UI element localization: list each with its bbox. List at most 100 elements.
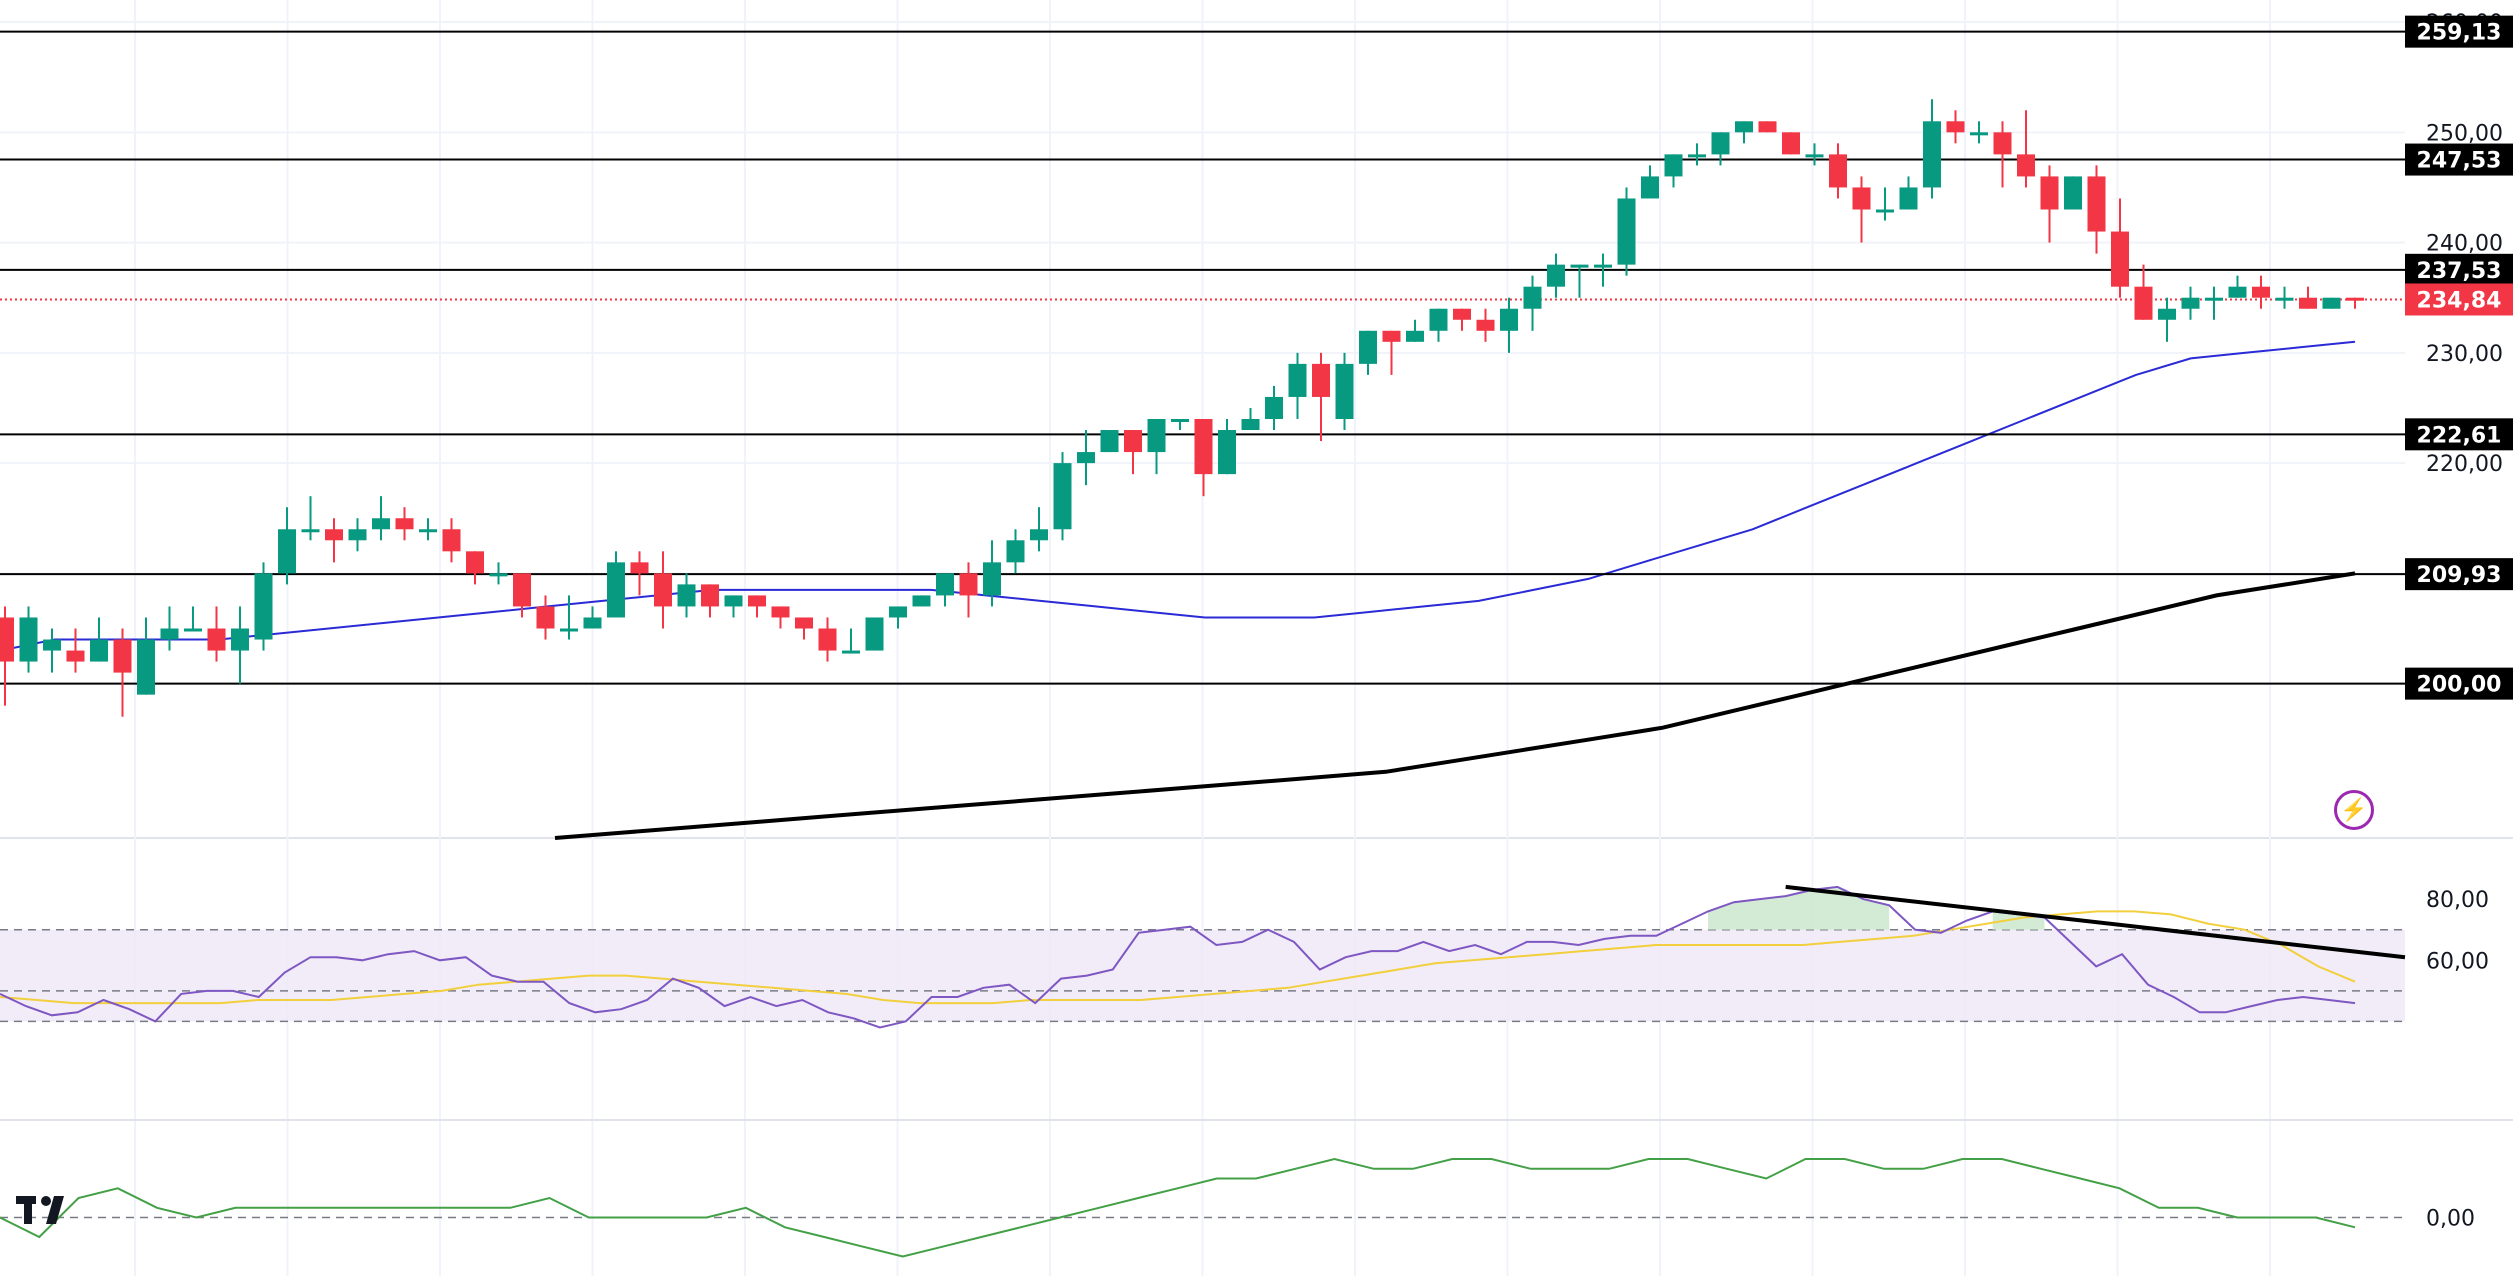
candle-body <box>278 529 296 574</box>
last-price-label: 234,84 <box>2417 288 2502 313</box>
candle-body <box>795 617 813 629</box>
candle-body <box>301 529 320 533</box>
candle-body <box>1382 330 1401 342</box>
candle-body <box>160 628 179 640</box>
candle-body <box>1664 154 1683 177</box>
candle-body <box>677 584 696 607</box>
momentum-line <box>0 1157 2356 1258</box>
candle-body <box>2228 286 2247 298</box>
candle-body <box>983 562 1001 596</box>
candle-body <box>1476 319 1495 331</box>
candle-body <box>1288 363 1307 397</box>
candle-body <box>1171 419 1189 422</box>
candle-body <box>1852 187 1871 210</box>
candle-body <box>2346 297 2364 301</box>
candle-body <box>2017 154 2035 177</box>
level-badge <box>2405 253 2513 286</box>
candle-body <box>1077 452 1095 464</box>
candle-body <box>889 606 907 618</box>
candle-body <box>1876 209 1894 213</box>
candle-body <box>1500 308 1518 331</box>
candle-body <box>348 529 367 541</box>
tradingview-logo-icon <box>16 1196 86 1236</box>
rsi-tick-label: 60,00 <box>2426 949 2489 974</box>
level-badge <box>2405 558 2513 591</box>
candle-body <box>2064 176 2082 210</box>
candle-body <box>865 617 884 651</box>
candle-body <box>1594 264 1612 268</box>
candle-body <box>513 573 531 607</box>
candle-body <box>419 529 437 533</box>
candle-body <box>1547 264 1565 287</box>
candle-body <box>1124 430 1142 453</box>
candle-body <box>489 573 508 577</box>
candle-body <box>325 529 343 541</box>
candle-body <box>2181 297 2200 309</box>
candle-body <box>2205 297 2223 301</box>
candle-body <box>1406 330 1424 342</box>
candle-body <box>1053 463 1072 530</box>
candle-body <box>1899 187 1918 210</box>
last-price-badge <box>2405 283 2513 316</box>
candle-body <box>1453 308 1471 320</box>
price-tick-label: 250,00 <box>2426 121 2503 146</box>
candle-body <box>113 639 132 673</box>
candle-body <box>1641 176 1659 199</box>
candle-body <box>1241 419 1260 431</box>
candle-body <box>1335 363 1354 419</box>
candle-body <box>1147 419 1166 453</box>
candle-body <box>1218 430 1236 475</box>
candle-body <box>724 595 743 607</box>
candle-body <box>1805 154 1824 158</box>
level-badge <box>2405 418 2513 451</box>
candle-body <box>231 628 249 651</box>
candle-body <box>2111 231 2129 287</box>
candle-body <box>2322 297 2341 309</box>
candle-body <box>66 650 85 662</box>
level-badge-label: 200,00 <box>2417 673 2502 698</box>
candle-body <box>137 639 155 695</box>
price-tick-label: 240,00 <box>2426 232 2503 257</box>
candle-body <box>1429 308 1448 331</box>
candle-body <box>630 562 649 574</box>
candle-body <box>1194 419 1213 475</box>
candle-body <box>2087 176 2106 232</box>
candle-body <box>1758 121 1777 133</box>
candle-body <box>19 617 38 662</box>
price-tick-label: 220,00 <box>2426 452 2503 477</box>
price-tick-label: 230,00 <box>2426 342 2503 367</box>
momentum-tick-label: 0,00 <box>2426 1207 2475 1232</box>
candle-body <box>1735 121 1753 133</box>
candle-body <box>1265 396 1283 419</box>
candle-body <box>842 650 860 654</box>
candle-body <box>1030 529 1048 541</box>
candle-body <box>818 628 837 651</box>
candle-body <box>936 573 954 596</box>
candle-body <box>560 628 578 632</box>
candle-body <box>2134 286 2153 320</box>
candle-body <box>207 628 226 651</box>
candle-body <box>583 617 602 629</box>
moving-average-line <box>554 571 2356 840</box>
candle-body <box>1100 430 1119 453</box>
candle-body <box>466 551 484 574</box>
candle-body <box>2252 286 2270 298</box>
candle-body <box>1688 154 1706 158</box>
candle-body <box>1993 132 2012 155</box>
candle-body <box>701 584 719 607</box>
candle-body <box>0 617 14 662</box>
candle-body <box>912 595 931 607</box>
candle-body <box>1523 286 1542 309</box>
rsi-signal-line <box>0 910 2356 1005</box>
candle-body <box>372 518 390 530</box>
candle-body <box>254 573 273 640</box>
moving-average-line <box>0 340 2356 652</box>
candle-body <box>2299 297 2317 309</box>
candle-body <box>654 573 672 607</box>
rsi-overbought-fill <box>1708 886 1890 930</box>
flash-icon[interactable]: ⚡ <box>2334 790 2374 830</box>
rsi-line <box>0 885 2356 1029</box>
level-badge-label: 259,13 <box>2417 21 2502 46</box>
